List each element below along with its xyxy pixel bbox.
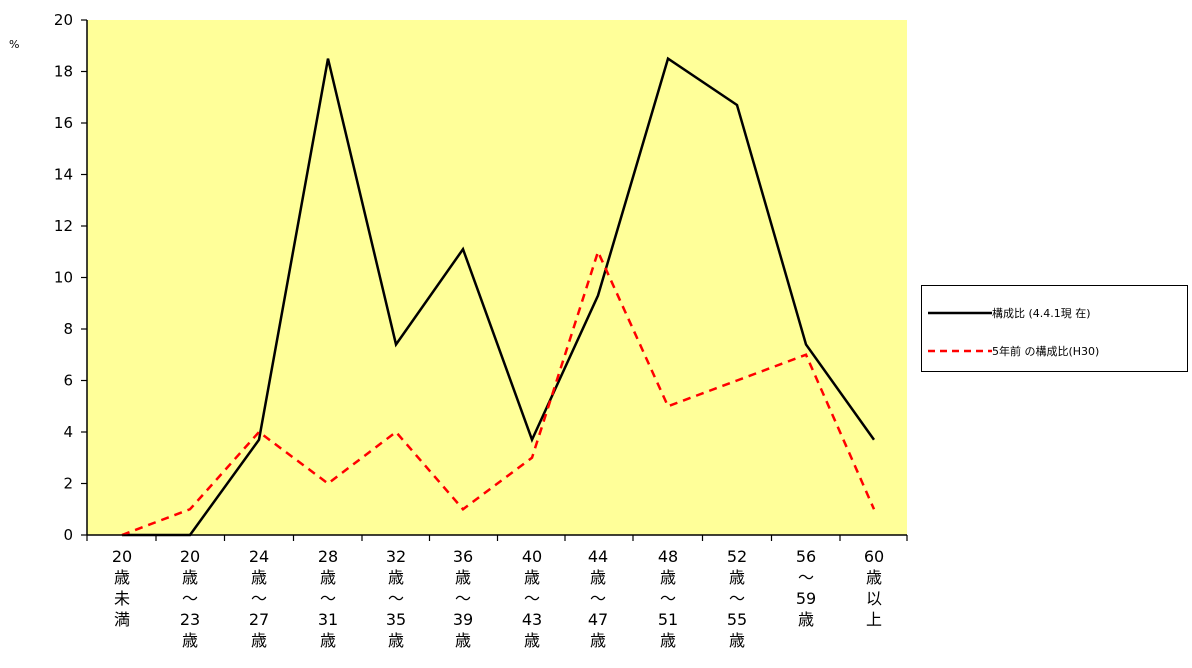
legend-label-previous: 5年前 の構成比(H30)	[992, 345, 1100, 358]
series-lines	[121, 56, 876, 537]
x-tick-label: 20 歳～ 23 歳	[180, 547, 200, 650]
x-tick-label: 32 歳～ 35 歳	[386, 547, 406, 650]
y-tick-label: 12	[54, 217, 73, 235]
x-tick-label: 28 歳～ 31 歳	[318, 547, 338, 650]
y-tick-label: 14	[54, 166, 73, 184]
legend-item-current: 構成比 (4.4.1現 在)	[922, 303, 1091, 323]
legend-label-current: 構成比 (4.4.1現 在)	[992, 307, 1091, 320]
x-tick-label: 36 歳～ 39 歳	[453, 547, 473, 650]
plot-area	[87, 20, 907, 535]
x-tick-label: 24 歳～ 27 歳	[249, 547, 269, 650]
x-tick-label: 60 歳以上	[864, 547, 884, 629]
legend-swatch-previous	[928, 349, 992, 353]
y-tick-label: 0	[63, 526, 73, 544]
y-tick-label: 4	[63, 423, 73, 441]
x-tick-label: 56 ～ 59 歳	[796, 547, 816, 629]
x-tick-label: 52 歳～ 55 歳	[727, 547, 747, 650]
x-tick-label: 20 歳未満	[112, 547, 132, 629]
legend-item-previous: 5年前 の構成比(H30)	[922, 341, 1099, 361]
x-tick-label: 44 歳～ 47 歳	[588, 547, 608, 650]
series-line-previous	[121, 248, 876, 537]
y-tick-label: 2	[63, 475, 73, 493]
series-line-current	[122, 56, 876, 537]
y-tick-label: 20	[54, 11, 73, 29]
y-tick-label: 18	[54, 63, 73, 81]
x-axis-ticks: 20 歳未満 20 歳～ 23 歳 24 歳～ 27 歳 28 歳～ 31 歳 32 歳～ 35 歳 36 歳～ 39 歳…	[86, 535, 908, 650]
y-axis-ticks: 0 2 4 6 8 10 12 14 16 18 20	[54, 11, 87, 544]
x-tick-label: 40 歳～ 43 歳	[522, 547, 542, 650]
legend-swatch-current	[928, 311, 992, 315]
y-tick-label: 6	[63, 372, 73, 390]
y-axis-unit: %	[9, 38, 19, 51]
y-tick-label: 16	[54, 114, 73, 132]
y-tick-label: 10	[54, 269, 73, 287]
y-tick-label: 8	[63, 320, 73, 338]
legend: 構成比 (4.4.1現 在) 5年前 の構成比(H30)	[921, 285, 1188, 372]
x-tick-label: 48 歳～ 51 歳	[658, 547, 678, 650]
